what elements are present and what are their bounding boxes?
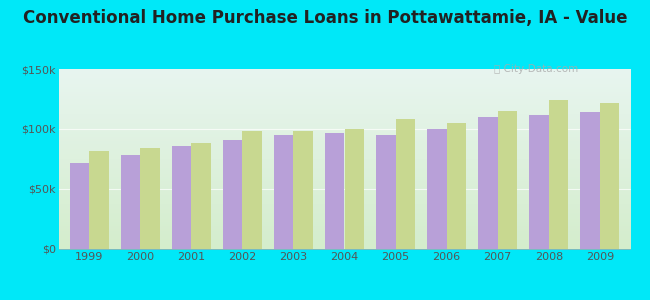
Bar xyxy=(89,151,109,249)
Bar xyxy=(549,100,568,249)
Bar xyxy=(274,135,293,249)
Bar xyxy=(172,146,191,249)
Bar xyxy=(344,129,364,249)
Bar xyxy=(70,163,89,249)
Bar xyxy=(580,112,600,249)
Bar xyxy=(427,129,447,249)
Bar xyxy=(121,155,140,249)
Bar xyxy=(447,123,466,249)
Bar xyxy=(325,133,344,249)
Bar xyxy=(396,119,415,249)
Bar xyxy=(600,103,619,249)
Bar xyxy=(478,117,498,249)
Bar xyxy=(529,115,549,249)
Bar xyxy=(140,148,160,249)
Bar xyxy=(293,131,313,249)
Text: Conventional Home Purchase Loans in Pottawattamie, IA - Value: Conventional Home Purchase Loans in Pott… xyxy=(23,9,627,27)
Bar xyxy=(242,131,262,249)
Bar xyxy=(376,135,396,249)
Text: ⓘ City-Data.com: ⓘ City-Data.com xyxy=(494,64,578,74)
Bar xyxy=(191,143,211,249)
Bar xyxy=(498,111,517,249)
Bar xyxy=(223,140,242,249)
